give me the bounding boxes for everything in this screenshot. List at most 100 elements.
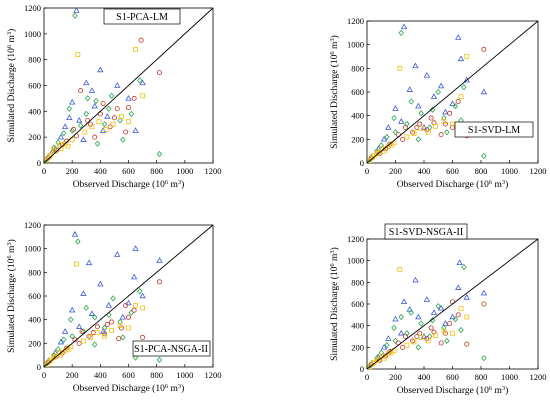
data-point-triangle <box>457 55 465 62</box>
y-tick-label: 200 <box>28 132 41 142</box>
x-tick-label: 200 <box>66 370 79 380</box>
data-point-square <box>119 114 124 119</box>
data-point-square <box>75 52 81 57</box>
data-point-square <box>411 131 417 136</box>
data-point-diamond <box>444 337 450 344</box>
y-tick-label: 600 <box>28 291 41 301</box>
y-tick-label: 1000 <box>347 256 364 266</box>
y-tick-label: 800 <box>351 63 364 73</box>
y-tick-label: 800 <box>28 55 41 65</box>
y-tick-label: 0 <box>37 158 41 168</box>
y-tick-label: 1200 <box>24 220 41 230</box>
x-tick-label: 200 <box>389 166 402 176</box>
data-point-square <box>81 338 86 344</box>
y-axis-label: Simulated Discharge (106 m3) <box>329 247 340 361</box>
data-point-diamond <box>398 29 404 36</box>
data-point-triangle <box>480 289 488 296</box>
y-tick-label: 800 <box>351 277 364 287</box>
x-tick-label: 0 <box>42 166 46 176</box>
data-point-diamond <box>120 334 126 341</box>
data-point-circle <box>123 129 129 135</box>
x-tick-label: 400 <box>418 372 431 382</box>
data-point-diamond <box>77 122 84 129</box>
data-point-diamond <box>91 314 98 321</box>
data-point-triangle <box>398 118 405 124</box>
data-point-diamond <box>441 324 447 331</box>
x-tick-label: 1200 <box>530 372 547 382</box>
data-point-triangle <box>463 76 470 83</box>
x-tick-label: 1000 <box>501 372 518 382</box>
x-tick-label: 600 <box>446 166 459 176</box>
data-point-diamond <box>83 110 89 118</box>
panel-label-box <box>132 340 211 357</box>
data-point-triangle <box>449 313 456 320</box>
data-point-triangle <box>442 320 449 326</box>
data-point-square <box>89 124 95 130</box>
data-point-diamond <box>94 140 101 147</box>
data-point-diamond <box>435 88 441 96</box>
data-point-triangle <box>76 323 83 329</box>
data-point-circle <box>104 321 110 327</box>
x-axis-label: Observed Discharge (106 m3) <box>397 179 509 190</box>
data-point-square <box>464 314 470 320</box>
x-tick-label: 1200 <box>205 370 222 380</box>
data-point-triangle <box>423 296 431 302</box>
data-point-triangle <box>392 315 399 322</box>
scatter-panel-s1-pca-lm: 0 200 400 600 800 1000 1200 0 200 400 600 800 1000 12… <box>6 3 222 190</box>
data-point-triangle <box>400 298 408 305</box>
data-point-square <box>397 266 403 272</box>
data-point-circle <box>78 88 84 94</box>
data-point-triangle <box>91 102 98 109</box>
panel-label-box <box>384 223 468 240</box>
data-point-circle <box>114 106 120 112</box>
y-tick-label: 400 <box>351 111 364 121</box>
data-point-triangle <box>423 72 431 78</box>
data-point-triangle <box>61 328 69 334</box>
data-point-square <box>450 121 455 127</box>
x-tick-label: 400 <box>418 166 431 176</box>
data-point-circle <box>447 321 453 327</box>
data-point-square <box>96 119 102 125</box>
data-point-diamond <box>83 304 89 311</box>
panel-title: S1-SVD-LM <box>468 125 520 136</box>
data-point-diamond <box>137 77 143 84</box>
data-point-diamond <box>429 106 436 113</box>
data-point-square <box>140 93 145 99</box>
data-point-square <box>51 147 57 153</box>
data-point-circle <box>428 115 434 121</box>
y-axis-label: Simulated Discharge (106 m3) <box>329 35 340 149</box>
x-tick-label: 1200 <box>205 166 222 176</box>
data-point-triangle <box>380 343 388 350</box>
data-point-circle <box>455 98 461 104</box>
x-tick-label: 200 <box>389 372 402 382</box>
data-point-square <box>82 129 88 135</box>
data-point-diamond <box>60 336 67 343</box>
data-point-triangle <box>61 123 69 130</box>
x-tick-label: 400 <box>94 166 107 176</box>
data-point-triangle <box>385 124 392 130</box>
data-point-circle <box>455 312 461 318</box>
data-point-circle <box>140 334 146 340</box>
data-point-square <box>117 323 123 328</box>
data-point-square <box>450 330 455 336</box>
data-point-circle <box>131 307 137 313</box>
data-point-triangle <box>99 328 107 334</box>
data-point-triangle <box>125 299 132 306</box>
data-point-circle <box>138 37 144 43</box>
y-tick-label: 1000 <box>347 40 364 50</box>
data-point-circle <box>126 104 132 110</box>
data-point-triangle <box>392 105 399 111</box>
y-tick-label: 0 <box>37 362 41 372</box>
data-point-diamond <box>481 152 487 160</box>
data-point-diamond <box>117 318 123 326</box>
x-tick-label: 800 <box>150 166 163 176</box>
data-point-circle <box>431 329 437 335</box>
data-point-diamond <box>156 150 163 158</box>
data-point-square <box>88 335 93 340</box>
y-axis-label: Simulated Discharge (106 m3) <box>6 29 17 143</box>
data-point-circle <box>438 340 444 346</box>
data-point-square <box>464 54 470 59</box>
data-point-diamond <box>418 320 424 327</box>
data-point-triangle <box>480 88 488 95</box>
data-point-diamond <box>481 355 487 362</box>
